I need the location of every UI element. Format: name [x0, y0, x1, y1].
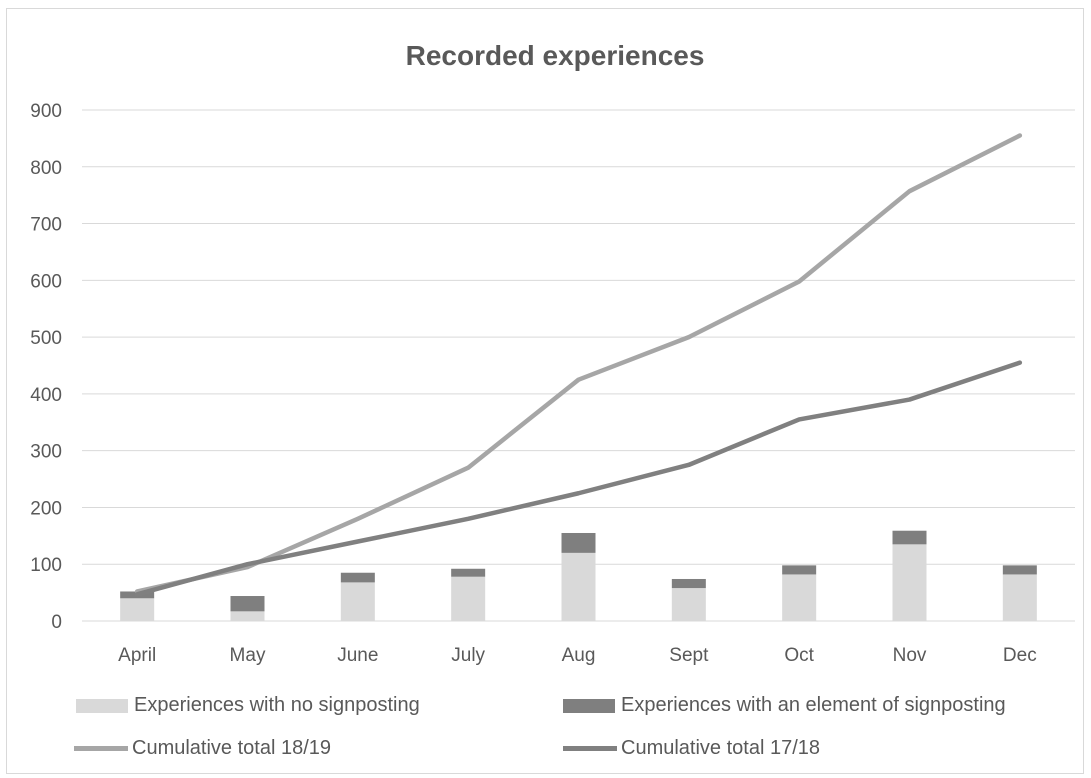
- x-tick-label-July: July: [451, 645, 485, 666]
- bar-element-of-signposting-Aug: [561, 532, 596, 553]
- bar-element-of-signposting-Nov: [892, 530, 927, 545]
- y-tick-label-500: 500: [30, 328, 62, 349]
- legend-item-no-signposting: Experiences with no signposting: [76, 694, 420, 717]
- legend-item-cumulative-17-18: Cumulative total 17/18: [563, 737, 820, 760]
- x-tick-label-June: June: [337, 645, 378, 666]
- legend-label-cumulative-17-18: Cumulative total 17/18: [621, 737, 821, 759]
- bar-element-of-signposting-June: [340, 572, 375, 583]
- y-tick-label-600: 600: [30, 271, 62, 292]
- x-tick-label-Aug: Aug: [562, 645, 596, 666]
- y-tick-label-200: 200: [30, 498, 62, 519]
- x-tick-label-Oct: Oct: [784, 645, 814, 666]
- bar-no-signposting-Oct: [782, 574, 817, 621]
- x-tick-label-Dec: Dec: [1003, 645, 1037, 666]
- legend-item-cumulative-18-19: Cumulative total 18/19: [74, 737, 331, 760]
- bar-no-signposting-April: [120, 598, 155, 621]
- y-tick-label-900: 900: [30, 101, 62, 122]
- bar-no-signposting-July: [451, 576, 486, 621]
- legend-swatch-cumulative-17-18: [563, 746, 617, 751]
- legend-swatch-cumulative-18-19: [74, 746, 128, 751]
- bar-element-of-signposting-May: [230, 596, 265, 612]
- legend-item-element-of-signposting: Experiences with an element of signposti…: [563, 694, 1006, 717]
- bar-element-of-signposting-Oct: [782, 565, 817, 575]
- y-tick-label-300: 300: [30, 442, 62, 463]
- x-tick-label-April: April: [118, 645, 156, 666]
- x-tick-label-May: May: [230, 645, 266, 666]
- line-cumulative-17-18: [134, 360, 1023, 597]
- legend-swatch-element-of-signposting: [563, 698, 615, 713]
- y-tick-label-0: 0: [51, 612, 62, 633]
- legend-label-element-of-signposting: Experiences with an element of signposti…: [621, 694, 1006, 716]
- y-tick-label-400: 400: [30, 385, 62, 406]
- line-cumulative-18-19: [134, 133, 1023, 594]
- bar-no-signposting-June: [340, 582, 375, 621]
- bar-no-signposting-Dec: [1002, 574, 1037, 621]
- bar-no-signposting-Sept: [671, 588, 706, 621]
- bar-element-of-signposting-Dec: [1002, 565, 1037, 575]
- chart-title: Recorded experiences: [405, 40, 705, 71]
- bar-element-of-signposting-Sept: [671, 578, 706, 589]
- legend-swatch-no-signposting: [76, 698, 128, 713]
- bar-no-signposting-Aug: [561, 552, 596, 621]
- bar-element-of-signposting-July: [451, 568, 486, 577]
- chart-frame: [6, 8, 1084, 774]
- x-tick-label-Nov: Nov: [893, 645, 927, 666]
- bar-no-signposting-May: [230, 611, 265, 621]
- y-tick-label-800: 800: [30, 158, 62, 179]
- y-tick-label-100: 100: [30, 555, 62, 576]
- y-tick-label-700: 700: [30, 215, 62, 236]
- legend-label-no-signposting: Experiences with no signposting: [134, 694, 420, 716]
- x-tick-label-Sept: Sept: [669, 645, 709, 666]
- bar-no-signposting-Nov: [892, 544, 927, 621]
- legend-label-cumulative-18-19: Cumulative total 18/19: [132, 737, 332, 759]
